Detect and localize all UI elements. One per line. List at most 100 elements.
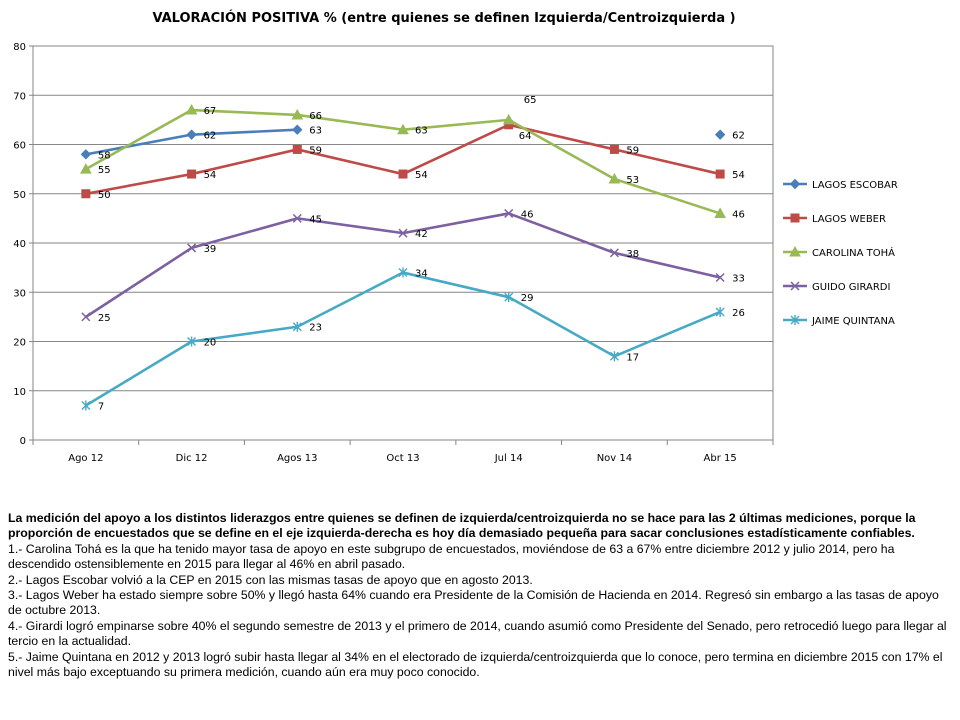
data-point-lagos-escobar bbox=[714, 129, 726, 140]
data-label: 17 bbox=[626, 352, 639, 363]
note-item: 4.- Girardi logró empinarse sobre 40% el… bbox=[8, 618, 947, 649]
data-label: 59 bbox=[309, 145, 322, 156]
data-label: 53 bbox=[626, 175, 639, 186]
data-point-lagos-weber bbox=[292, 144, 302, 154]
legend-label: JAIME QUINTANA bbox=[811, 316, 895, 327]
x-tick-label: Nov 14 bbox=[597, 453, 632, 464]
legend: LAGOS ESCOBAR LAGOS WEBER CAROLINA TOHÁ GUI… bbox=[783, 178, 898, 327]
data-label: 54 bbox=[204, 170, 217, 181]
data-point-jaime-quintana bbox=[187, 336, 197, 347]
data-label: 38 bbox=[626, 249, 639, 260]
data-point-lagos-escobar bbox=[292, 124, 303, 135]
line-chart: VALORACIÓN POSITIVA % (entre quienes se … bbox=[13, 10, 898, 464]
data-point-carolina-toh- bbox=[291, 108, 304, 120]
data-label: 65 bbox=[524, 95, 537, 106]
y-tick-label: 20 bbox=[13, 338, 26, 349]
data-point-lagos-weber bbox=[81, 189, 91, 199]
data-point-carolina-toh- bbox=[608, 172, 621, 184]
data-point-guido-girardi bbox=[715, 272, 725, 283]
data-label: 50 bbox=[98, 190, 111, 201]
data-label: 46 bbox=[732, 209, 745, 220]
data-label: 20 bbox=[204, 338, 217, 349]
data-label: 26 bbox=[732, 308, 745, 319]
data-point-carolina-toh- bbox=[714, 207, 726, 218]
note-item: 5.- Jaime Quintana en 2012 y 2013 logró … bbox=[8, 649, 943, 680]
data-point-lagos-weber bbox=[715, 169, 725, 179]
data-label: 58 bbox=[98, 150, 111, 161]
data-point-lagos-weber bbox=[609, 144, 619, 154]
data-label: 59 bbox=[626, 145, 639, 156]
data-label: 64 bbox=[519, 131, 532, 142]
chart-title: VALORACIÓN POSITIVA % (entre quienes se … bbox=[152, 10, 735, 26]
data-point-carolina-toh- bbox=[80, 163, 92, 174]
data-label: 33 bbox=[732, 273, 745, 284]
notes-intro: La medición del apoyo a los distintos li… bbox=[8, 511, 916, 541]
data-label: 39 bbox=[204, 244, 217, 255]
data-point-lagos-weber bbox=[398, 169, 408, 179]
data-label: 55 bbox=[98, 165, 111, 176]
data-point-guido-girardi bbox=[504, 208, 514, 218]
data-label: 62 bbox=[204, 131, 217, 142]
data-label: 54 bbox=[732, 170, 745, 181]
chart-notes: La medición del apoyo a los distintos li… bbox=[8, 511, 952, 680]
note-item: 1.- Carolina Tohá es la que ha tenido ma… bbox=[8, 541, 895, 572]
x-tick-label: Abr 15 bbox=[704, 453, 737, 464]
data-label: 62 bbox=[732, 131, 745, 142]
data-point-jaime-quintana bbox=[609, 351, 619, 362]
data-point-lagos-escobar bbox=[186, 129, 197, 140]
data-point-guido-girardi bbox=[81, 312, 91, 322]
legend-marker-lagos-weber bbox=[790, 213, 800, 223]
legend-marker-guido-girardi bbox=[790, 281, 800, 291]
data-point-jaime-quintana bbox=[715, 306, 725, 317]
data-label: 42 bbox=[415, 229, 428, 240]
data-label: 45 bbox=[309, 214, 322, 225]
y-tick-label: 80 bbox=[13, 42, 26, 53]
y-tick-label: 50 bbox=[13, 190, 26, 201]
data-point-carolina-toh- bbox=[397, 123, 409, 135]
data-label: 7 bbox=[98, 402, 104, 413]
data-point-guido-girardi bbox=[609, 248, 619, 258]
series-line-guido-girardi bbox=[85, 212, 721, 318]
legend-marker-jaime-quintana bbox=[790, 315, 800, 325]
y-tick-label: 0 bbox=[20, 436, 26, 447]
x-tick-label: Ago 12 bbox=[68, 453, 103, 464]
data-label: 34 bbox=[415, 269, 428, 280]
data-label: 66 bbox=[309, 111, 322, 122]
data-point-jaime-quintana bbox=[81, 400, 91, 411]
data-label: 46 bbox=[521, 209, 534, 220]
y-tick-label: 70 bbox=[13, 91, 26, 102]
x-tick-label: Agos 13 bbox=[277, 453, 317, 464]
legend-marker-lagos-escobar bbox=[789, 178, 801, 190]
data-point-guido-girardi bbox=[187, 243, 197, 253]
data-point-jaime-quintana bbox=[292, 321, 302, 332]
legend-label: CAROLINA TOHÁ bbox=[812, 246, 895, 259]
data-point-guido-girardi bbox=[292, 213, 302, 223]
legend-label: LAGOS ESCOBAR bbox=[812, 180, 898, 191]
data-point-carolina-toh- bbox=[502, 113, 515, 125]
data-label: 63 bbox=[415, 126, 428, 137]
data-point-carolina-toh- bbox=[185, 103, 198, 115]
data-label: 25 bbox=[98, 313, 111, 324]
data-point-lagos-weber bbox=[187, 169, 197, 179]
data-point-jaime-quintana bbox=[504, 292, 514, 303]
y-tick-label: 40 bbox=[13, 239, 26, 250]
note-item: 2.- Lagos Escobar volvió a la CEP en 201… bbox=[8, 572, 533, 587]
data-label: 29 bbox=[521, 293, 534, 304]
legend-label: GUIDO GIRARDI bbox=[812, 282, 890, 293]
data-label: 23 bbox=[309, 323, 322, 334]
data-label: 54 bbox=[415, 170, 428, 181]
data-label: 67 bbox=[204, 106, 217, 117]
legend-marker-carolina-toh- bbox=[789, 245, 801, 257]
x-tick-label: Oct 13 bbox=[386, 453, 419, 464]
data-point-guido-girardi bbox=[398, 228, 408, 238]
legend-label: LAGOS WEBER bbox=[812, 214, 886, 225]
data-label: 63 bbox=[309, 126, 322, 137]
x-tick-label: Jul 14 bbox=[494, 453, 523, 464]
data-point-jaime-quintana bbox=[398, 267, 408, 278]
note-item: 3.- Lagos Weber ha estado siempre sobre … bbox=[8, 588, 939, 618]
y-tick-label: 60 bbox=[13, 141, 26, 152]
y-tick-label: 30 bbox=[13, 288, 26, 299]
data-point-lagos-escobar bbox=[80, 149, 92, 160]
x-tick-label: Dic 12 bbox=[176, 453, 208, 464]
y-tick-label: 10 bbox=[13, 387, 26, 398]
